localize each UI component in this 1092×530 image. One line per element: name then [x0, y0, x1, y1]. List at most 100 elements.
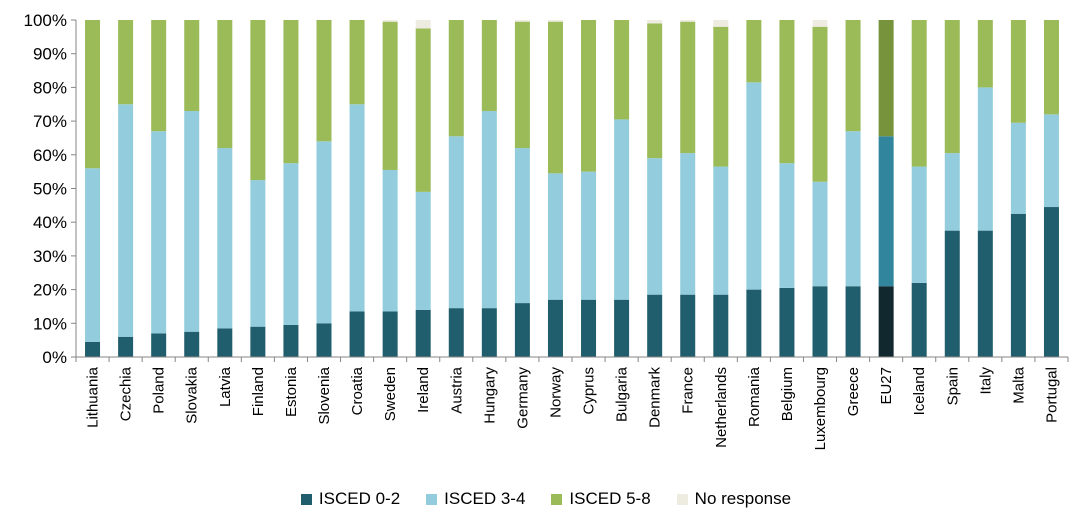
x-tick-label-france: France — [680, 367, 697, 414]
legend-item-isced-5-8: ISCED 5-8 — [551, 489, 651, 509]
bar-slovakia-isced-5-8 — [184, 20, 200, 111]
x-tick-label-eu27: EU27 — [878, 367, 895, 405]
bar-bulgaria-isced-5-8 — [614, 20, 630, 120]
x-tick-label-portugal: Portugal — [1043, 367, 1060, 423]
y-tick-label: 100% — [24, 11, 67, 30]
x-tick-label-netherlands: Netherlands — [713, 367, 730, 448]
bar-lithuania-isced-0-2 — [85, 341, 101, 357]
bar-netherlands-isced-3-4 — [713, 166, 729, 295]
bar-latvia-isced-5-8 — [217, 20, 233, 149]
bar-slovakia-isced-0-2 — [184, 331, 200, 357]
bar-poland-isced-5-8 — [151, 20, 167, 132]
bar-ireland-isced-3-4 — [415, 191, 431, 310]
bar-sweden-isced-3-4 — [382, 169, 398, 312]
bar-norway-isced-5-8 — [547, 21, 563, 174]
legend-swatch-isced-0-2 — [300, 493, 312, 505]
bar-spain-isced-3-4 — [944, 153, 960, 231]
bar-estonia-isced-0-2 — [283, 324, 299, 357]
bar-malta-isced-3-4 — [1010, 122, 1026, 214]
bar-slovenia-isced-3-4 — [316, 141, 332, 324]
bar-luxembourg-isced-5-8 — [812, 26, 828, 182]
bar-romania-isced-5-8 — [746, 20, 762, 83]
bar-iceland-isced-0-2 — [911, 282, 927, 357]
bar-belgium-isced-0-2 — [779, 287, 795, 357]
bar-romania-isced-0-2 — [746, 289, 762, 357]
bar-bulgaria-isced-0-2 — [614, 299, 630, 357]
bar-germany-no-response — [514, 20, 530, 22]
legend-item-isced-0-2: ISCED 0-2 — [300, 489, 400, 509]
bar-poland-isced-3-4 — [151, 131, 167, 334]
bar-portugal-isced-0-2 — [1043, 207, 1059, 357]
bar-croatia-isced-0-2 — [349, 311, 365, 357]
bar-estonia-isced-5-8 — [283, 20, 299, 164]
bar-iceland-isced-5-8 — [911, 20, 927, 167]
legend-item-no-response: No response — [676, 489, 791, 509]
bar-sweden-isced-0-2 — [382, 311, 398, 357]
bar-france-isced-0-2 — [680, 294, 696, 357]
bar-germany-isced-0-2 — [514, 303, 530, 357]
bar-eu27-isced-0-2 — [878, 286, 894, 357]
bar-luxembourg-isced-3-4 — [812, 181, 828, 287]
x-tick-label-finland: Finland — [250, 367, 267, 416]
bar-italy-isced-5-8 — [977, 20, 993, 88]
bar-ireland-isced-5-8 — [415, 28, 431, 192]
bar-denmark-isced-3-4 — [647, 158, 663, 295]
bar-sweden-isced-5-8 — [382, 21, 398, 170]
bar-slovenia-isced-0-2 — [316, 323, 332, 357]
bar-malta-isced-5-8 — [1010, 20, 1026, 123]
x-tick-label-italy: Italy — [977, 367, 994, 395]
bar-france-no-response — [680, 20, 696, 22]
bar-belgium-isced-5-8 — [779, 20, 795, 164]
x-tick-label-germany: Germany — [514, 367, 531, 429]
x-tick-label-latvia: Latvia — [217, 366, 234, 407]
bar-spain-isced-0-2 — [944, 230, 960, 357]
bar-netherlands-isced-0-2 — [713, 294, 729, 357]
x-tick-label-austria: Austria — [448, 366, 465, 413]
x-tick-label-lithuania: Lithuania — [85, 366, 102, 428]
bar-hungary-isced-0-2 — [481, 308, 497, 357]
bar-bulgaria-isced-3-4 — [614, 119, 630, 300]
x-tick-label-belgium: Belgium — [779, 367, 796, 421]
y-tick-label: 0% — [42, 348, 67, 367]
bar-estonia-isced-3-4 — [283, 163, 299, 325]
y-tick-label: 80% — [33, 78, 67, 97]
bar-slovenia-isced-5-8 — [316, 20, 332, 142]
bar-belgium-isced-3-4 — [779, 163, 795, 288]
bar-portugal-isced-5-8 — [1043, 20, 1059, 115]
bar-france-isced-5-8 — [680, 21, 696, 154]
y-tick-label: 60% — [33, 146, 67, 165]
legend-swatch-isced-3-4 — [426, 493, 438, 505]
x-tick-label-estonia: Estonia — [283, 366, 300, 417]
bar-portugal-isced-3-4 — [1043, 114, 1059, 208]
bar-netherlands-no-response — [713, 20, 729, 27]
x-tick-label-romania: Romania — [746, 366, 763, 427]
bar-latvia-isced-0-2 — [217, 328, 233, 357]
x-tick-label-czechia: Czechia — [118, 366, 135, 421]
bar-hungary-isced-5-8 — [481, 20, 497, 111]
y-tick-label: 90% — [33, 45, 67, 64]
bar-latvia-isced-3-4 — [217, 148, 233, 329]
bar-spain-isced-5-8 — [944, 20, 960, 154]
bar-czechia-isced-5-8 — [118, 20, 134, 105]
bar-greece-isced-0-2 — [845, 286, 861, 357]
chart-canvas: 0% 10% 20% 30% 40% 50% 60% 70% 80% 90% 100% Lithuan… — [24, 11, 1069, 450]
legend-label-isced-5-8: ISCED 5-8 — [569, 489, 651, 508]
legend-swatch-isced-5-8 — [551, 493, 563, 505]
x-tick-label-bulgaria: Bulgaria — [614, 366, 631, 422]
bar-denmark-isced-0-2 — [647, 294, 663, 357]
bar-luxembourg-no-response — [812, 20, 828, 27]
y-tick-label: 40% — [33, 213, 67, 232]
x-tick-label-denmark: Denmark — [647, 367, 664, 428]
bar-denmark-isced-5-8 — [647, 23, 663, 159]
y-tick-label: 50% — [33, 180, 67, 199]
bar-cyprus-isced-5-8 — [581, 20, 597, 172]
x-tick-label-norway: Norway — [547, 367, 564, 418]
bar-denmark-no-response — [647, 20, 663, 24]
bar-romania-isced-3-4 — [746, 82, 762, 290]
bar-ireland-isced-0-2 — [415, 309, 431, 357]
bar-eu27-isced-5-8 — [878, 20, 894, 137]
bar-hungary-isced-3-4 — [481, 110, 497, 309]
bar-lithuania-isced-5-8 — [85, 20, 101, 169]
bar-france-isced-3-4 — [680, 153, 696, 295]
